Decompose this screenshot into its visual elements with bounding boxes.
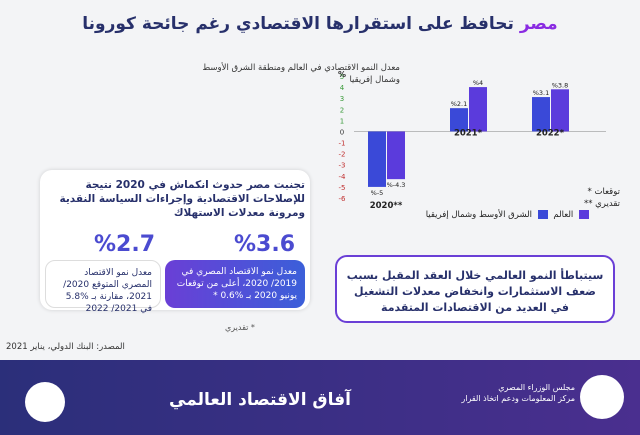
- bar-data-label: %-5: [371, 189, 384, 197]
- y-tick-label: 1: [340, 117, 344, 125]
- legend-swatch-world: [579, 210, 589, 219]
- y-axis-label: %: [338, 70, 346, 79]
- page-title: مصر تحافظ على استقرارها الاقتصادي رغم جا…: [40, 14, 600, 34]
- y-tick-label: 5: [340, 73, 344, 81]
- stat-b-value: %2.7: [93, 232, 155, 257]
- title-accent: مصر: [519, 14, 558, 34]
- bar-world: [469, 87, 487, 132]
- org-line-1: مجلس الوزراء المصري: [498, 383, 575, 392]
- y-tick-label: 4: [340, 84, 345, 92]
- bar-data-label: %-4.3: [387, 181, 406, 189]
- note-forecast: توقعات *: [587, 187, 620, 197]
- y-tick-label: -5: [339, 184, 346, 192]
- stat-a-value: %3.6: [233, 232, 295, 257]
- bar-mena: [532, 97, 550, 132]
- outlook-box: [335, 255, 615, 323]
- bar-data-label: %3.8: [552, 81, 569, 89]
- estimate-note: * تقديري: [225, 323, 255, 332]
- y-tick-label: -1: [339, 140, 346, 148]
- stat-a-card: معدل نمو الاقتصاد المصري في 2019/ 2020، …: [165, 260, 305, 308]
- footer-bar: [0, 360, 640, 435]
- title-rest: تحافظ على استقرارها الاقتصادي رغم جائحة …: [82, 14, 514, 34]
- y-tick-label: -6: [339, 195, 347, 203]
- outlook-text: سيتباطأ النمو العالمي خلال العقد المقبل …: [346, 269, 604, 314]
- note-estimate: تقديري **: [583, 199, 620, 209]
- bar-world: [551, 89, 569, 132]
- bar-data-label: %3.1: [533, 89, 550, 97]
- egypt-headline: تجنبت مصر حدوث انكماش في 2020 نتيجة للإص…: [59, 179, 305, 219]
- y-tick-label: -2: [339, 151, 346, 159]
- chart-legend: العالم الشرق الأوسط وشمال إفريقيا: [392, 210, 592, 220]
- cabinet-logo-icon: [580, 375, 624, 419]
- chart-notes: توقعات * تقديري **: [540, 186, 620, 210]
- footer-title: آفاق الاقتصاد العالمي: [169, 390, 351, 410]
- y-tick-label: 2: [340, 106, 344, 114]
- bar-mena: [368, 131, 386, 187]
- chart-growth-icon: [25, 382, 65, 422]
- y-tick-label: -4: [339, 173, 347, 181]
- legend-label-mena: الشرق الأوسط وشمال إفريقيا: [425, 210, 532, 220]
- legend-label-world: العالم: [553, 210, 574, 220]
- bar-data-label: %2.1: [451, 100, 468, 108]
- legend-swatch-mena: [537, 210, 548, 219]
- bar-mena: [450, 108, 468, 132]
- bar-data-label: %4: [473, 79, 483, 87]
- y-tick-label: -3: [339, 162, 346, 170]
- org-line-2: مركز المعلومات ودعم اتخاذ القرار: [461, 394, 575, 403]
- chart-title: معدل النمو الاقتصادي في العالم ومنطقة ال…: [202, 63, 400, 85]
- y-tick-label: 3: [340, 95, 344, 103]
- category-label: 2021*: [454, 128, 483, 138]
- footer-org: مجلس الوزراء المصري مركز المعلومات ودعم …: [455, 382, 575, 404]
- bar-world: [387, 131, 405, 180]
- stat-b-card: معدل نمو الاقتصاد المصري المتوقع 2020/ 2…: [45, 260, 161, 314]
- category-label: 2020**: [370, 201, 403, 210]
- growth-bar-chart: 5 4 3 2 1 0 -1 -2 -3 -4 -5 -6% %-5%-4.3 2020** %2.1 %4 2…: [338, 70, 606, 210]
- y-tick-label: 0: [340, 128, 344, 136]
- category-label: 2022*: [536, 128, 565, 138]
- source-text: المصدر: البنك الدولي، يناير 2021: [6, 342, 125, 352]
